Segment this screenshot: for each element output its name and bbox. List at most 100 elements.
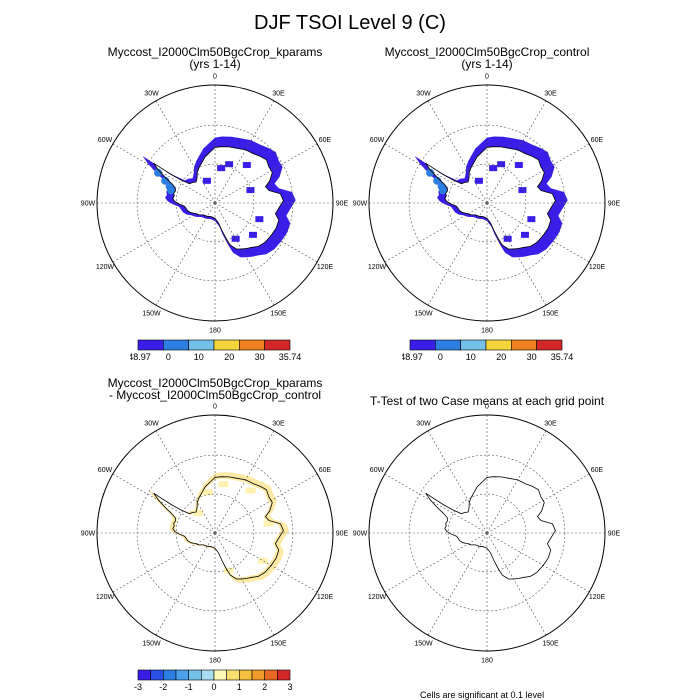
longitude-label: 90W	[353, 531, 368, 538]
colorbar-swatch	[536, 339, 563, 351]
polar-map-ttest: 0 30E 60E 90E 120E 150E 180 150W 120W 90W 60W 30W	[353, 404, 621, 665]
latitude-gridline	[175, 493, 255, 573]
figure-title: DJF TSOI Level 9 (C)	[254, 12, 446, 34]
antarctica-coastline	[425, 146, 556, 250]
longitude-label: 150W	[142, 311, 161, 318]
longitude-label: 150E	[542, 311, 559, 318]
meridian-gridline	[384, 532, 488, 593]
longitude-label: 90W	[353, 201, 368, 208]
meridian-gridline	[427, 430, 488, 534]
latitude-gridline	[447, 493, 527, 573]
latitude-gridline	[175, 163, 255, 243]
longitude-label: 120E	[589, 264, 606, 271]
tsoi-field-patch	[520, 231, 529, 238]
longitude-label: 120W	[96, 264, 115, 271]
tsoi-field-patch	[527, 216, 536, 223]
colorbar-label: 3	[287, 682, 292, 692]
difference-field-patch	[223, 567, 234, 574]
colorbar-swatch	[188, 339, 215, 351]
colorbar-label: 35.74	[551, 352, 574, 362]
meridian-gridline	[112, 532, 216, 593]
longitude-label: 150E	[542, 641, 559, 648]
colorbar-swatch	[137, 339, 164, 351]
longitude-label: 60E	[319, 467, 332, 474]
meridian-gridline	[384, 143, 488, 204]
meridian-gridline	[155, 532, 216, 636]
tsoi-field-edge	[142, 136, 296, 258]
colorbar-swatch	[239, 339, 265, 351]
tsoi-field-patch	[438, 186, 447, 195]
colorbar-label: -48.97	[402, 352, 423, 362]
longitude-label: 120E	[589, 594, 606, 601]
colorbar-kparams: -48.97 0 10 20 30 35.74	[130, 339, 302, 362]
panel-title-ttest: T-Test of two Case means at each grid po…	[369, 394, 605, 408]
longitude-label: 60W	[98, 137, 113, 144]
tsoi-field-patch	[518, 187, 527, 194]
colorbar-swatch	[251, 669, 265, 681]
antarctica-coastline	[153, 476, 284, 580]
longitude-label: 180	[209, 328, 221, 335]
difference-field-patch	[245, 487, 256, 494]
map-border	[368, 84, 606, 322]
longitude-label: 180	[481, 328, 493, 335]
meridian-gridline	[486, 532, 590, 593]
meridian-gridline	[486, 473, 590, 534]
colorbar-label: 2	[262, 682, 267, 692]
difference-field-patch	[263, 520, 274, 527]
colorbar-label: 35.74	[279, 352, 302, 362]
tsoi-field-patch	[497, 161, 506, 168]
polar-map-control: 0 30E 60E 90E 120E 150E 180 150W 120W 90W 60W 30W	[353, 74, 621, 335]
difference-field-patch	[202, 489, 213, 496]
colorbar-label: -2	[159, 682, 167, 692]
meridian-gridline	[214, 532, 275, 636]
meridian-gridline	[384, 202, 488, 263]
longitude-label: 120W	[96, 594, 115, 601]
tsoi-field-patch	[242, 162, 251, 169]
longitude-label: 120W	[368, 594, 387, 601]
longitude-label: 60E	[319, 137, 332, 144]
tsoi-field-patch	[474, 177, 483, 184]
colorbar-swatch	[264, 669, 278, 681]
colorbar-swatch	[150, 669, 164, 681]
longitude-label: 180	[481, 658, 493, 665]
difference-field-patch	[258, 557, 269, 564]
tsoi-field-patch	[246, 187, 255, 194]
colorbar-label: 30	[255, 352, 265, 362]
longitude-label: 90E	[336, 531, 349, 538]
colorbar-control: -48.97 0 10 20 30 35.74	[402, 339, 574, 362]
tsoi-field-patch	[426, 168, 435, 177]
antarctica-coastline	[425, 476, 556, 580]
longitude-label: 150W	[414, 311, 433, 318]
meridian-gridline	[112, 202, 216, 263]
longitude-label: 30E	[272, 421, 285, 428]
difference-field-patch	[193, 510, 204, 517]
longitude-label: 60E	[591, 467, 604, 474]
longitude-label: 30W	[144, 421, 159, 428]
tsoi-field-patch	[217, 165, 226, 172]
difference-field-edge	[148, 472, 289, 583]
colorbar-label: 0	[166, 352, 171, 362]
colorbar-swatch	[460, 339, 487, 351]
colorbar-swatch	[434, 339, 461, 351]
colorbar-label: 10	[194, 352, 204, 362]
longitude-label: 30E	[544, 91, 557, 98]
colorbar-swatch	[162, 339, 189, 351]
colorbar-label: 30	[527, 352, 537, 362]
longitude-label: 90E	[608, 201, 621, 208]
panel-title-control: Myccost_I2000Clm50BgcCrop_control (yrs 1-…	[384, 45, 590, 71]
longitude-label: 90E	[608, 531, 621, 538]
colorbar-swatch	[162, 669, 177, 681]
meridian-gridline	[486, 532, 547, 636]
meridian-gridline	[112, 473, 216, 534]
meridian-gridline	[427, 202, 488, 306]
colorbar-swatch	[277, 669, 291, 681]
colorbar-swatch	[409, 339, 436, 351]
tsoi-field-patch	[255, 216, 264, 223]
tsoi-field-patch	[514, 162, 523, 169]
colorbar-label: 1	[237, 682, 242, 692]
longitude-label: 30E	[272, 91, 285, 98]
colorbar-label: 0	[438, 352, 443, 362]
longitude-label: 150W	[414, 641, 433, 648]
significance-footnote: Cells are significant at 0.1 level	[420, 690, 545, 700]
panel-title-difference: Myccost_I2000Clm50BgcCrop_kparams - Mycco…	[107, 376, 323, 402]
